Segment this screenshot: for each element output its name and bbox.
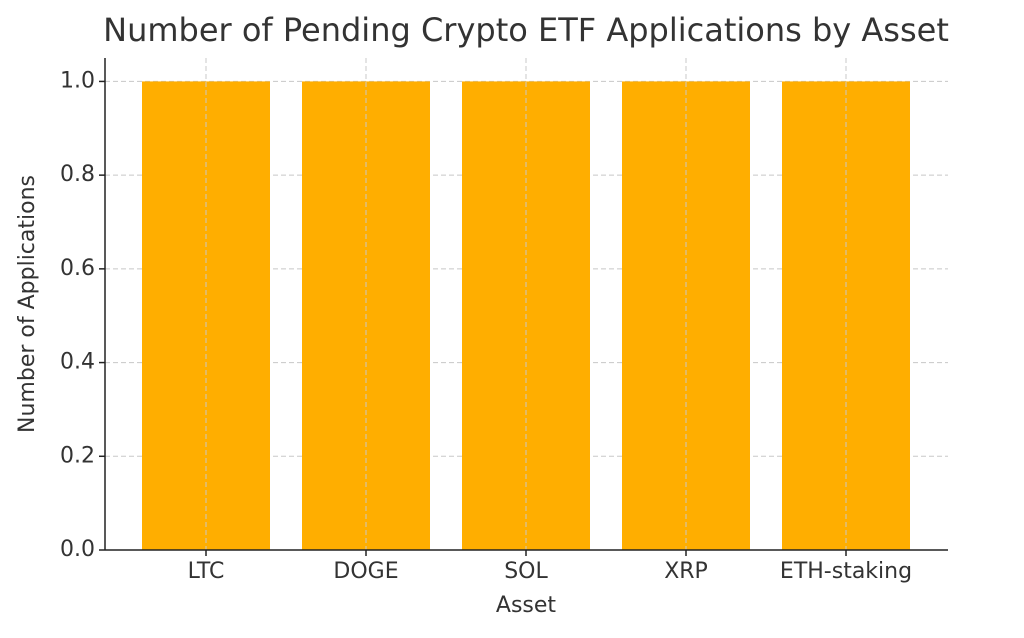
x-tick-label: SOL	[504, 559, 548, 584]
y-tick-label: 1.0	[60, 68, 95, 93]
y-axis-label: Number of Applications	[15, 175, 40, 433]
y-tick-label: 0.8	[60, 162, 95, 187]
y-tick-label: 0.6	[60, 256, 95, 281]
x-tick-label: DOGE	[333, 559, 398, 584]
y-tick-label: 0.4	[60, 350, 95, 375]
y-tick-label: 0.2	[60, 443, 95, 468]
chart-title: Number of Pending Crypto ETF Application…	[103, 11, 949, 49]
x-tick-label: LTC	[188, 559, 225, 584]
x-tick-label: ETH-staking	[780, 559, 912, 584]
x-axis-label: Asset	[496, 593, 557, 618]
y-tick-label: 0.0	[60, 537, 95, 562]
x-tick-label: XRP	[664, 559, 708, 584]
